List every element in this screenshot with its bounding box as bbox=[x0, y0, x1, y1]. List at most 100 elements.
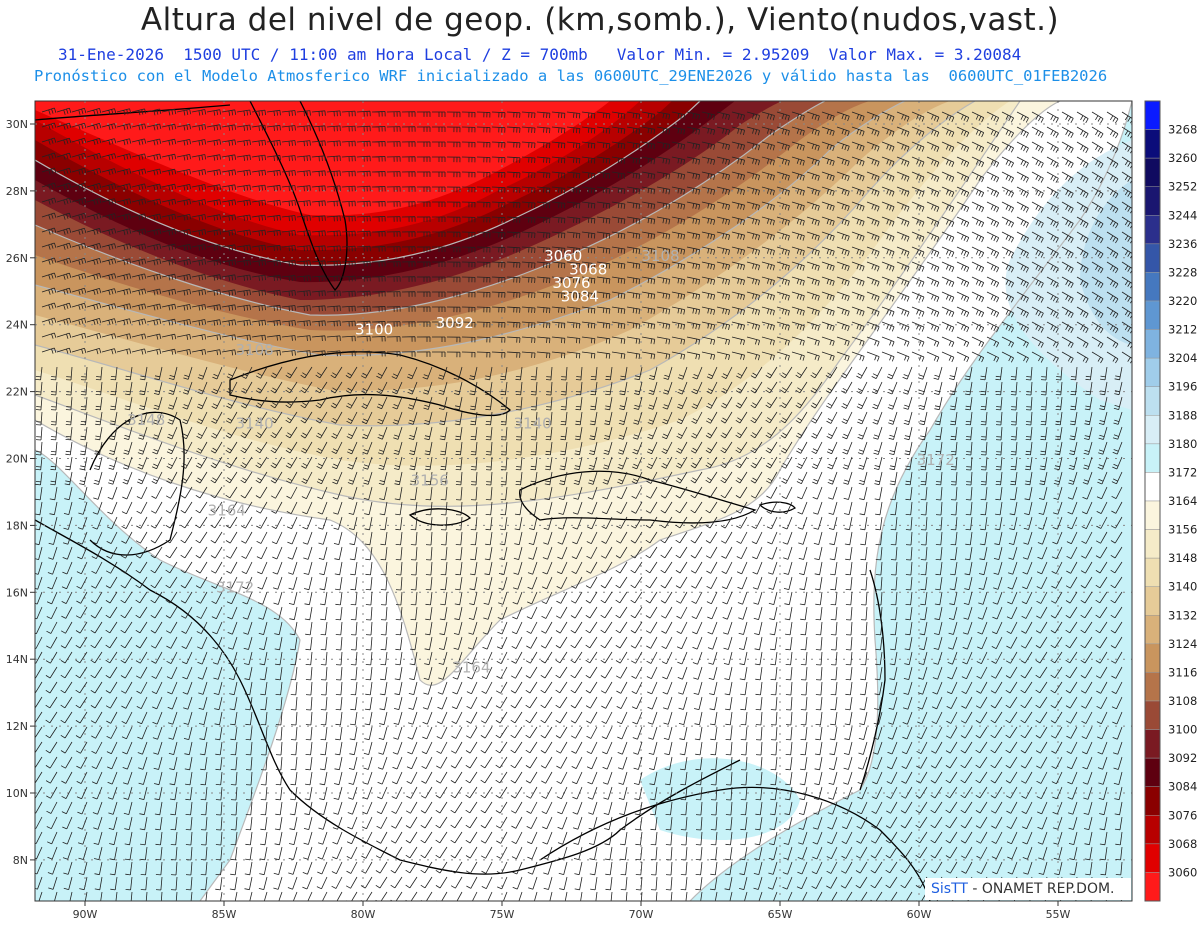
colorbar-cell bbox=[1144, 386, 1161, 416]
colorbar-cell bbox=[1144, 472, 1161, 502]
lon-tick-label: 60W bbox=[907, 908, 932, 921]
lat-tick-label: 20N bbox=[6, 453, 28, 466]
colorbar-cell bbox=[1144, 157, 1161, 187]
colorbar-cell bbox=[1144, 757, 1161, 787]
latitude-axis: 30N 28N 26N 24N 22N 20N 18N 16N 14N 12N 10N 8N bbox=[6, 118, 35, 867]
colorbar-cell bbox=[1144, 243, 1161, 273]
colorbar-cell bbox=[1144, 700, 1161, 730]
lat-tick-label: 28N bbox=[6, 185, 28, 198]
lat-tick-label: 8N bbox=[13, 854, 28, 867]
colorbar-label: 3196 bbox=[1168, 380, 1197, 394]
contour-label: 3156 bbox=[411, 471, 449, 489]
contour-label: 3092 bbox=[436, 314, 474, 332]
colorbar-label: 3076 bbox=[1168, 808, 1197, 822]
colorbar-label: 3244 bbox=[1168, 208, 1197, 222]
lon-tick-label: 65W bbox=[768, 908, 793, 921]
colorbar-cell bbox=[1144, 843, 1161, 873]
colorbar-label: 3252 bbox=[1168, 180, 1197, 194]
colorbar-label: 3092 bbox=[1168, 751, 1197, 765]
lesser-antilles-coast bbox=[859, 569, 886, 791]
lat-tick-label: 10N bbox=[6, 787, 28, 800]
colorbar-cell bbox=[1144, 329, 1161, 359]
lon-tick-label: 55W bbox=[1046, 908, 1071, 921]
colorbar-cell bbox=[1144, 100, 1161, 130]
credit-brand: SisTT bbox=[931, 881, 968, 897]
lon-tick-label: 80W bbox=[351, 908, 376, 921]
contour-label: 3148 bbox=[127, 411, 165, 429]
colorbar-label: 3148 bbox=[1168, 551, 1197, 565]
shade-3188 bbox=[1080, 180, 1132, 345]
lat-tick-label: 18N bbox=[6, 519, 28, 532]
south-america-coast bbox=[539, 786, 931, 901]
shade-3172-south bbox=[640, 758, 800, 840]
contour-label: 3108 bbox=[235, 341, 273, 359]
colorbar-label: 3084 bbox=[1168, 780, 1197, 794]
contour-label: 3172 bbox=[917, 451, 955, 469]
colorbar-cell bbox=[1144, 215, 1161, 245]
wind-barb-field bbox=[35, 107, 1132, 901]
contour-label: 3140 bbox=[513, 414, 551, 432]
wind-barbs bbox=[35, 107, 1132, 901]
colorbar-label: 3180 bbox=[1168, 437, 1197, 451]
model-run-subtitle: Pronóstico con el Modelo Atmosferico WRF… bbox=[34, 67, 1108, 85]
colorbar-label: 3108 bbox=[1168, 694, 1197, 708]
credit-text: - ONAMET REP.DOM. bbox=[967, 881, 1115, 897]
colorbar-cell bbox=[1144, 129, 1161, 159]
colorbar-cell bbox=[1144, 615, 1161, 645]
lat-tick-label: 24N bbox=[6, 319, 28, 332]
lat-tick-label: 14N bbox=[6, 653, 28, 666]
colorbar-label: 3116 bbox=[1168, 665, 1197, 679]
colorbar-label: 3068 bbox=[1168, 837, 1197, 851]
colorbar-cell bbox=[1144, 586, 1161, 616]
lat-tick-label: 30N bbox=[6, 118, 28, 131]
puerto-rico-coast bbox=[758, 501, 796, 513]
lat-lon-grid bbox=[35, 101, 1132, 901]
colorbar-label: 3228 bbox=[1168, 265, 1197, 279]
colorbar-cell bbox=[1144, 415, 1161, 445]
plot-frame bbox=[34, 100, 1133, 902]
colorbar-frame bbox=[1144, 100, 1161, 902]
colorbar-cell bbox=[1144, 186, 1161, 216]
colorbar-cell bbox=[1144, 872, 1161, 902]
lon-tick-label: 85W bbox=[212, 908, 237, 921]
colorbar-label: 3172 bbox=[1168, 465, 1197, 479]
contour-label: 3140 bbox=[235, 414, 273, 432]
colorbar-cell bbox=[1144, 786, 1161, 816]
colorbar-cell bbox=[1144, 272, 1161, 302]
colorbar: 3268 3260 3252 3244 3236 3228 3220 3212 3204 3196… bbox=[1144, 100, 1197, 902]
colorbar-label: 3268 bbox=[1168, 123, 1197, 137]
colorbar-label: 3156 bbox=[1168, 523, 1197, 537]
colorbar-label: 3100 bbox=[1168, 723, 1197, 737]
geopotential-shading bbox=[35, 101, 1132, 901]
jamaica-coast bbox=[408, 508, 472, 526]
contour-label: 3108 bbox=[641, 247, 679, 265]
contour-label: 3060 bbox=[544, 247, 582, 265]
colorbar-label: 3212 bbox=[1168, 323, 1197, 337]
contour-label: 3076 bbox=[552, 274, 590, 292]
colorbar-label: 3164 bbox=[1168, 494, 1197, 508]
map-title: Altura del nivel de geop. (km,somb.), Vi… bbox=[140, 2, 1060, 38]
colorbar-label: 3124 bbox=[1168, 637, 1197, 651]
lat-tick-label: 26N bbox=[6, 252, 28, 265]
colorbar-label: 3140 bbox=[1168, 580, 1197, 594]
yucatan-coast bbox=[89, 411, 185, 556]
lat-tick-label: 16N bbox=[6, 586, 28, 599]
colorbar-label: 3204 bbox=[1168, 351, 1197, 365]
lon-tick-label: 70W bbox=[629, 908, 654, 921]
longitude-axis: 90W 85W 80W 75W 70W 65W 60W 55W bbox=[73, 901, 1071, 921]
colorbar-label: 3188 bbox=[1168, 408, 1197, 422]
coastlines bbox=[35, 101, 931, 901]
colorbar-label: 3236 bbox=[1168, 237, 1197, 251]
colorbar-cell bbox=[1144, 500, 1161, 530]
colorbar-label: 3132 bbox=[1168, 608, 1197, 622]
hispaniola-coast bbox=[519, 470, 757, 524]
colorbar-label: 3220 bbox=[1168, 294, 1197, 308]
contour-label: 3100 bbox=[355, 321, 393, 339]
contour-label: 3068 bbox=[569, 261, 607, 279]
colorbar-cell bbox=[1144, 443, 1161, 473]
colorbar-cell bbox=[1144, 529, 1161, 559]
cuba-coast bbox=[229, 351, 511, 417]
colorbar-cell bbox=[1144, 815, 1161, 845]
lat-tick-label: 22N bbox=[6, 386, 28, 399]
